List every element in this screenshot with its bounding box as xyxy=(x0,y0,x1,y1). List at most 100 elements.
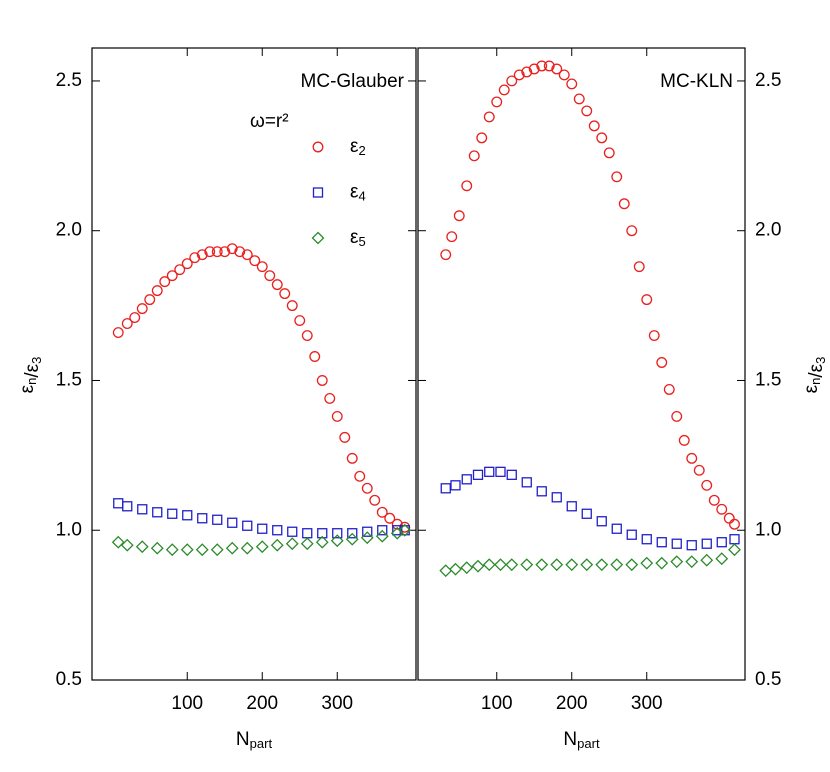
point xyxy=(317,528,328,539)
point xyxy=(626,225,638,237)
point xyxy=(701,538,712,549)
point xyxy=(700,553,714,567)
point xyxy=(655,556,669,570)
y-axis-label-base: /ε xyxy=(806,363,827,377)
point xyxy=(309,351,321,362)
point xyxy=(581,105,593,117)
point xyxy=(166,270,178,282)
point xyxy=(482,558,496,572)
point xyxy=(543,60,555,72)
plot-frame xyxy=(91,47,417,681)
x-axis-label-sub: part xyxy=(577,736,600,751)
x-tick-label: 100 xyxy=(481,693,513,714)
y-tick-label: 0.5 xyxy=(755,669,781,690)
point xyxy=(468,150,480,162)
point xyxy=(729,518,740,530)
point xyxy=(558,69,570,81)
point xyxy=(384,512,396,524)
point xyxy=(728,543,741,557)
point xyxy=(315,535,329,549)
y-axis-label: εn/ε3 xyxy=(17,357,44,394)
y-tick-label: 1.0 xyxy=(56,519,82,540)
annotation: ω=r² xyxy=(250,111,289,132)
point xyxy=(495,466,506,477)
point xyxy=(648,330,660,341)
y-axis-label-base: /ε xyxy=(22,363,43,377)
point xyxy=(494,558,507,572)
point xyxy=(286,300,298,312)
legend-label: ε4 xyxy=(350,182,366,204)
point xyxy=(234,246,246,258)
y-tick-label: 2.5 xyxy=(755,70,781,91)
point xyxy=(588,120,600,132)
y-axis-label-base: ε xyxy=(801,384,822,393)
point xyxy=(460,561,474,575)
point xyxy=(167,508,178,519)
point xyxy=(152,507,163,518)
point xyxy=(346,452,358,464)
point xyxy=(663,384,675,395)
x-tick-label: 300 xyxy=(631,693,663,714)
point xyxy=(686,540,697,551)
legend-marker xyxy=(312,187,324,198)
point xyxy=(174,264,186,276)
point xyxy=(354,470,366,482)
point xyxy=(264,270,276,282)
point xyxy=(476,132,488,144)
point xyxy=(369,494,381,506)
legend-label-base: ε xyxy=(350,227,359,248)
point xyxy=(484,466,495,477)
point xyxy=(257,523,268,534)
y-tick-label: 2.0 xyxy=(755,220,781,241)
point xyxy=(716,503,728,515)
x-tick-label: 100 xyxy=(171,693,203,714)
y-axis-label-sub: n xyxy=(808,378,823,385)
point xyxy=(671,538,682,549)
point xyxy=(332,528,343,539)
point xyxy=(345,532,359,546)
y-tick-label: 1.0 xyxy=(755,519,781,540)
point xyxy=(551,492,562,503)
point xyxy=(255,540,269,554)
point xyxy=(285,537,299,551)
point xyxy=(112,327,124,338)
y-tick-label: 1.5 xyxy=(56,369,82,390)
point xyxy=(729,534,740,545)
point xyxy=(330,534,344,548)
x-tick-label: 200 xyxy=(246,693,278,714)
point xyxy=(716,537,727,548)
point xyxy=(633,261,645,273)
x-axis-label-sub: part xyxy=(250,736,273,751)
point xyxy=(535,558,549,572)
point xyxy=(521,477,532,488)
point xyxy=(113,498,124,509)
point xyxy=(392,525,403,536)
point xyxy=(331,410,343,422)
point xyxy=(596,132,608,144)
point xyxy=(565,558,579,572)
point xyxy=(656,537,667,548)
point xyxy=(301,330,313,341)
point xyxy=(339,431,351,443)
point xyxy=(449,562,462,576)
point xyxy=(360,531,374,545)
y-axis-label-base: ε xyxy=(17,384,38,393)
point xyxy=(551,63,563,75)
y-axis-label-sub: n xyxy=(24,378,39,385)
point xyxy=(671,410,683,422)
point xyxy=(294,315,306,327)
point xyxy=(195,543,209,557)
point xyxy=(111,535,125,549)
x-axis-label-base: N xyxy=(563,729,577,750)
y-axis-label-sub: 3 xyxy=(29,357,44,364)
point xyxy=(227,517,238,528)
point xyxy=(453,210,465,222)
point xyxy=(376,506,388,518)
point xyxy=(377,525,388,536)
point xyxy=(241,249,253,261)
y-tick-label: 2.5 xyxy=(56,70,82,91)
x-tick-label: 300 xyxy=(321,693,353,714)
point xyxy=(618,198,630,210)
point xyxy=(550,558,564,572)
